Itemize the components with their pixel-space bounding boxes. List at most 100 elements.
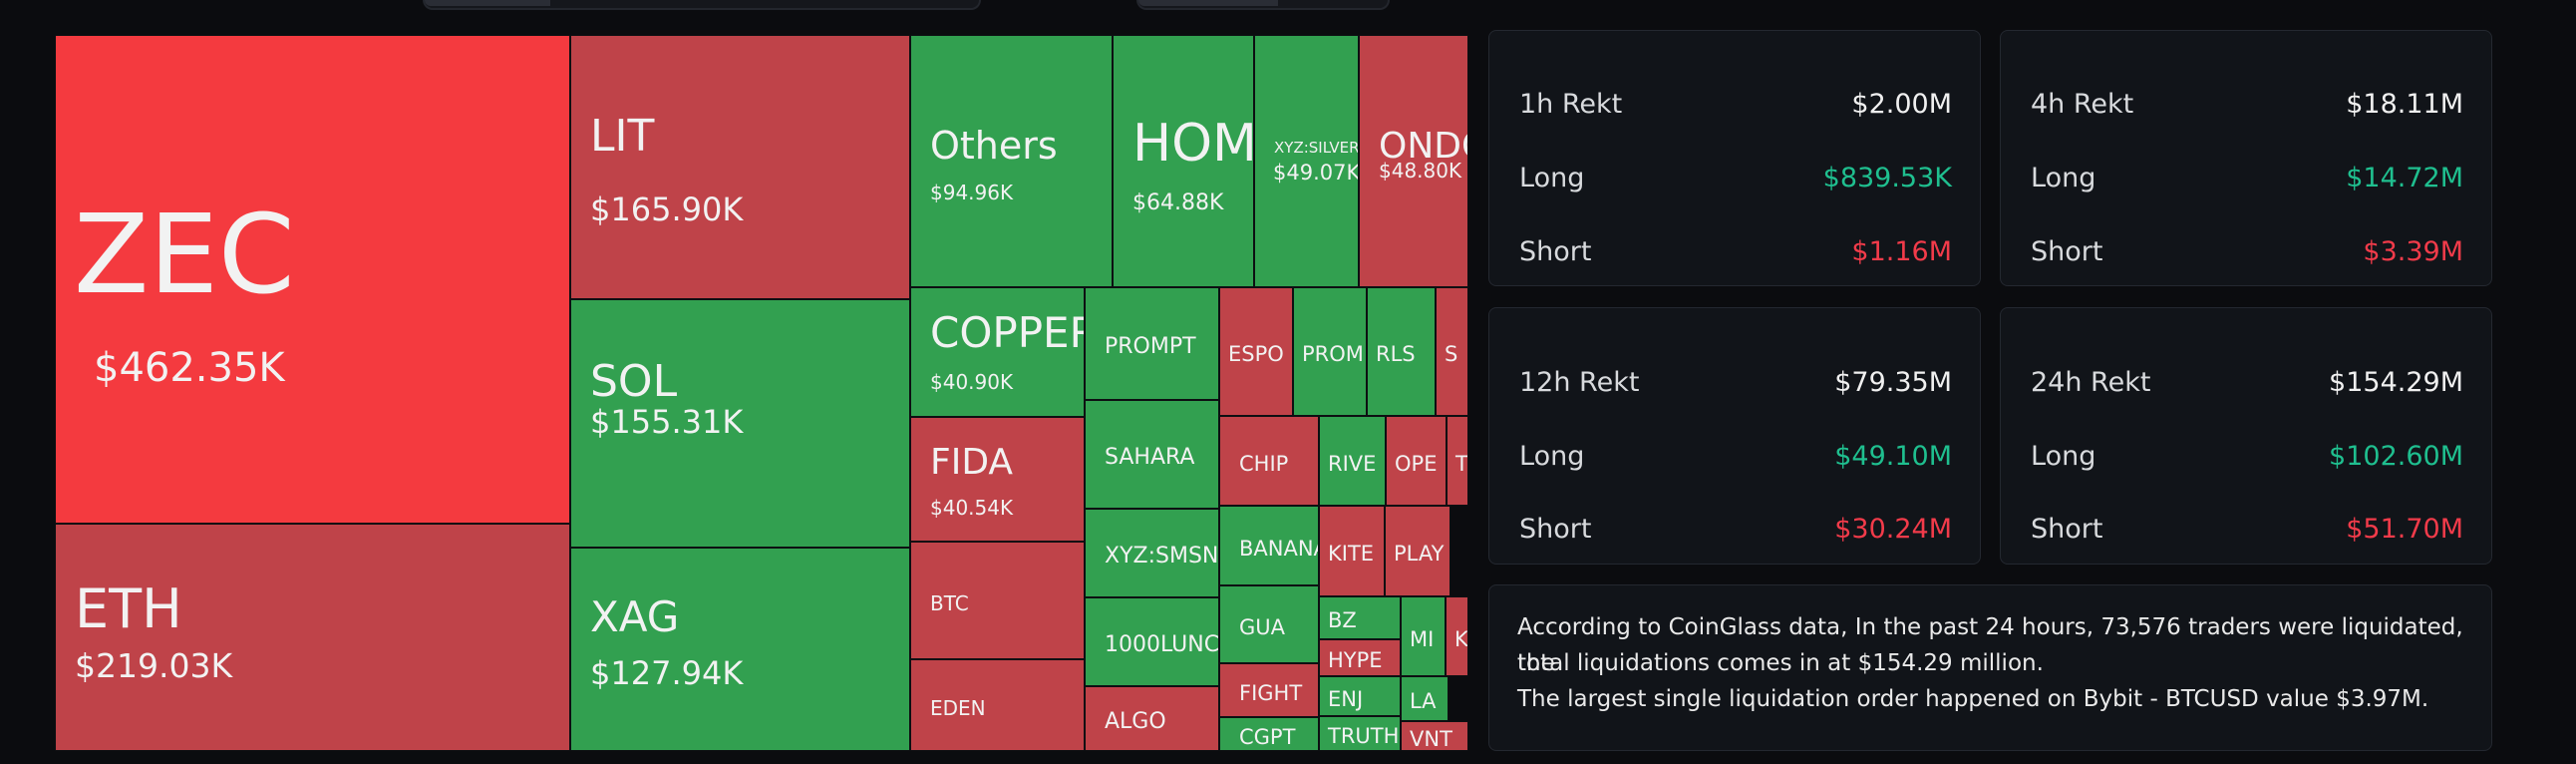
top-tab-bar-left[interactable] (423, 0, 981, 10)
treemap-symbol: PROM (1302, 342, 1364, 366)
treemap-symbol: FIDA (930, 442, 1014, 483)
treemap-symbol: ENJ (1328, 686, 1364, 711)
treemap-tile-la[interactable]: LA (1401, 676, 1449, 721)
treemap-symbol: BANANA (1239, 536, 1318, 561)
summary-line-1: According to CoinGlass data, In the past… (1517, 614, 2463, 676)
treemap-tile-truth[interactable]: TRUTH (1319, 716, 1401, 751)
period-label: 12h Rekt (1519, 366, 1640, 398)
treemap-tile-bz[interactable]: BZ (1319, 596, 1401, 639)
treemap-symbol: CGPT (1239, 724, 1296, 749)
treemap-symbol: BZ (1328, 608, 1357, 632)
treemap-tile-enj[interactable]: ENJ (1319, 676, 1401, 716)
treemap-symbol: VNT (1410, 726, 1452, 751)
treemap-symbol: ZEC (74, 191, 295, 318)
long-label: Long (2031, 162, 2096, 193)
treemap-tile-cgpt[interactable]: CGPT (1219, 717, 1319, 751)
treemap-tile-btc[interactable]: BTC (910, 542, 1085, 659)
treemap-symbol: 1000LUNC (1105, 631, 1219, 657)
treemap-tile-ope[interactable]: OPE (1386, 416, 1447, 506)
treemap-value: $155.31K (590, 403, 744, 441)
treemap-symbol: TRUTH (1328, 724, 1400, 748)
treemap-value: $64.88K (1132, 191, 1224, 215)
short-label: Short (1519, 513, 1592, 545)
treemap-value: $219.03K (75, 646, 233, 685)
treemap-tile-rive[interactable]: RIVE (1319, 416, 1386, 506)
treemap-tile-vnt[interactable]: VNT (1401, 721, 1468, 751)
treemap-value: $48.80K (1379, 159, 1462, 183)
short-value: $51.70M (2346, 513, 2463, 545)
treemap-symbol: MI (1410, 626, 1435, 651)
long-value: $14.72M (2346, 162, 2463, 193)
treemap-tile-chip[interactable]: CHIP (1219, 416, 1319, 506)
treemap-tile-xag[interactable]: XAG $127.94K (570, 548, 910, 751)
stat-card-1h: 1h Rekt $2.00M Long $839.53K Short $1.16M (1488, 30, 1981, 286)
treemap-symbol: HOM (1132, 114, 1254, 174)
treemap-tile-ondo[interactable]: ONDO$48.80K (1359, 35, 1468, 287)
treemap-tile-rls[interactable]: RLS (1367, 287, 1436, 416)
long-label: Long (1519, 440, 1585, 472)
treemap-symbol: T (1455, 451, 1468, 476)
long-value: $49.10M (1834, 440, 1952, 472)
treemap-tile-1000lunc[interactable]: 1000LUNC (1085, 597, 1219, 686)
period-label: 1h Rekt (1519, 88, 1623, 120)
treemap-tile-xyz-silver[interactable]: XYZ:SILVER $49.07K (1254, 35, 1359, 287)
treemap-tile-k[interactable]: K (1446, 596, 1468, 676)
treemap-tile-hype[interactable]: HYPE (1319, 639, 1401, 676)
treemap-tile-algo[interactable]: ALGO (1085, 686, 1219, 751)
long-label: Long (1519, 162, 1585, 193)
treemap-symbol: BTC (930, 591, 969, 615)
treemap-tile-lit[interactable]: LIT $165.90K (570, 35, 910, 299)
treemap-symbol: ESPO (1228, 342, 1284, 366)
short-label: Short (2031, 513, 2103, 545)
treemap-symbol: EDEN (930, 696, 986, 720)
treemap-tile-s[interactable]: S (1436, 287, 1468, 416)
treemap-tile-banana[interactable]: BANANA (1219, 506, 1319, 585)
treemap-symbol: OPE (1395, 451, 1438, 476)
total-value: $2.00M (1851, 88, 1952, 120)
short-value: $30.24M (1834, 513, 1952, 545)
treemap-value: $462.35K (94, 345, 285, 391)
liquidation-treemap: ZEC $462.35K ETH $219.03K LIT $165.90K SOL $155… (55, 35, 1468, 751)
treemap-tile-play[interactable]: PLAY (1385, 506, 1450, 596)
top-tab-bar-right[interactable] (1136, 0, 1390, 10)
treemap-tile-fida[interactable]: FIDA $40.54K (910, 417, 1085, 542)
treemap-symbol: KITE (1328, 542, 1375, 566)
treemap-symbol: COPPER (930, 308, 1085, 357)
treemap-symbol: ETH (75, 577, 182, 640)
treemap-symbol: FIGHT (1239, 680, 1303, 705)
treemap-tile-gua[interactable]: GUA (1219, 585, 1319, 663)
stat-card-4h: 4h Rekt $18.11M Long $14.72M Short $3.39M (2000, 30, 2492, 286)
treemap-tile-others[interactable]: Others $94.96K (910, 35, 1113, 287)
period-label: 4h Rekt (2031, 88, 2134, 120)
treemap-tile-sahara[interactable]: SAHARA (1085, 400, 1219, 509)
treemap-tile-sol[interactable]: SOL $155.31K (570, 299, 910, 548)
treemap-tile-t[interactable]: T (1447, 416, 1468, 506)
treemap-tile-fight[interactable]: FIGHT (1219, 663, 1319, 717)
treemap-tile-eden[interactable]: EDEN (910, 659, 1085, 751)
treemap-tile-xyz-smsn[interactable]: XYZ:SMSN (1085, 509, 1219, 597)
total-value: $18.11M (2346, 88, 2463, 120)
treemap-tile-copper[interactable]: COPPER $40.90K (910, 287, 1085, 417)
treemap-tile-espo[interactable]: ESPO (1219, 287, 1293, 416)
treemap-symbol: RIVE (1328, 451, 1377, 476)
treemap-symbol: PROMPT (1105, 333, 1196, 359)
treemap-tile-prom[interactable]: PROM (1293, 287, 1367, 416)
treemap-tile-eth[interactable]: ETH $219.03K (55, 524, 570, 751)
treemap-symbol: XYZ:SILVER (1274, 139, 1359, 157)
stat-card-12h: 12h Rekt $79.35M Long $49.10M Short $30.24M (1488, 307, 1981, 565)
long-value: $839.53K (1822, 162, 1952, 193)
treemap-tile-zec[interactable]: ZEC $462.35K (55, 35, 570, 524)
treemap-value: $165.90K (590, 191, 744, 228)
treemap-symbol: GUA (1239, 614, 1286, 639)
treemap-tile-hom[interactable]: HOM $64.88K (1113, 35, 1254, 287)
short-label: Short (1519, 235, 1592, 267)
treemap-symbol: SAHARA (1105, 444, 1195, 470)
treemap-symbol: XYZ:SMSN (1105, 543, 1219, 569)
treemap-tile-prompt[interactable]: PROMPT (1085, 287, 1219, 400)
total-value: $154.29M (2329, 366, 2463, 398)
treemap-tile-kite[interactable]: KITE (1319, 506, 1385, 596)
treemap-value: $94.96K (930, 181, 1014, 204)
short-label: Short (2031, 235, 2103, 267)
treemap-symbol: HYPE (1328, 648, 1383, 672)
treemap-tile-mi[interactable]: MI (1401, 596, 1446, 676)
